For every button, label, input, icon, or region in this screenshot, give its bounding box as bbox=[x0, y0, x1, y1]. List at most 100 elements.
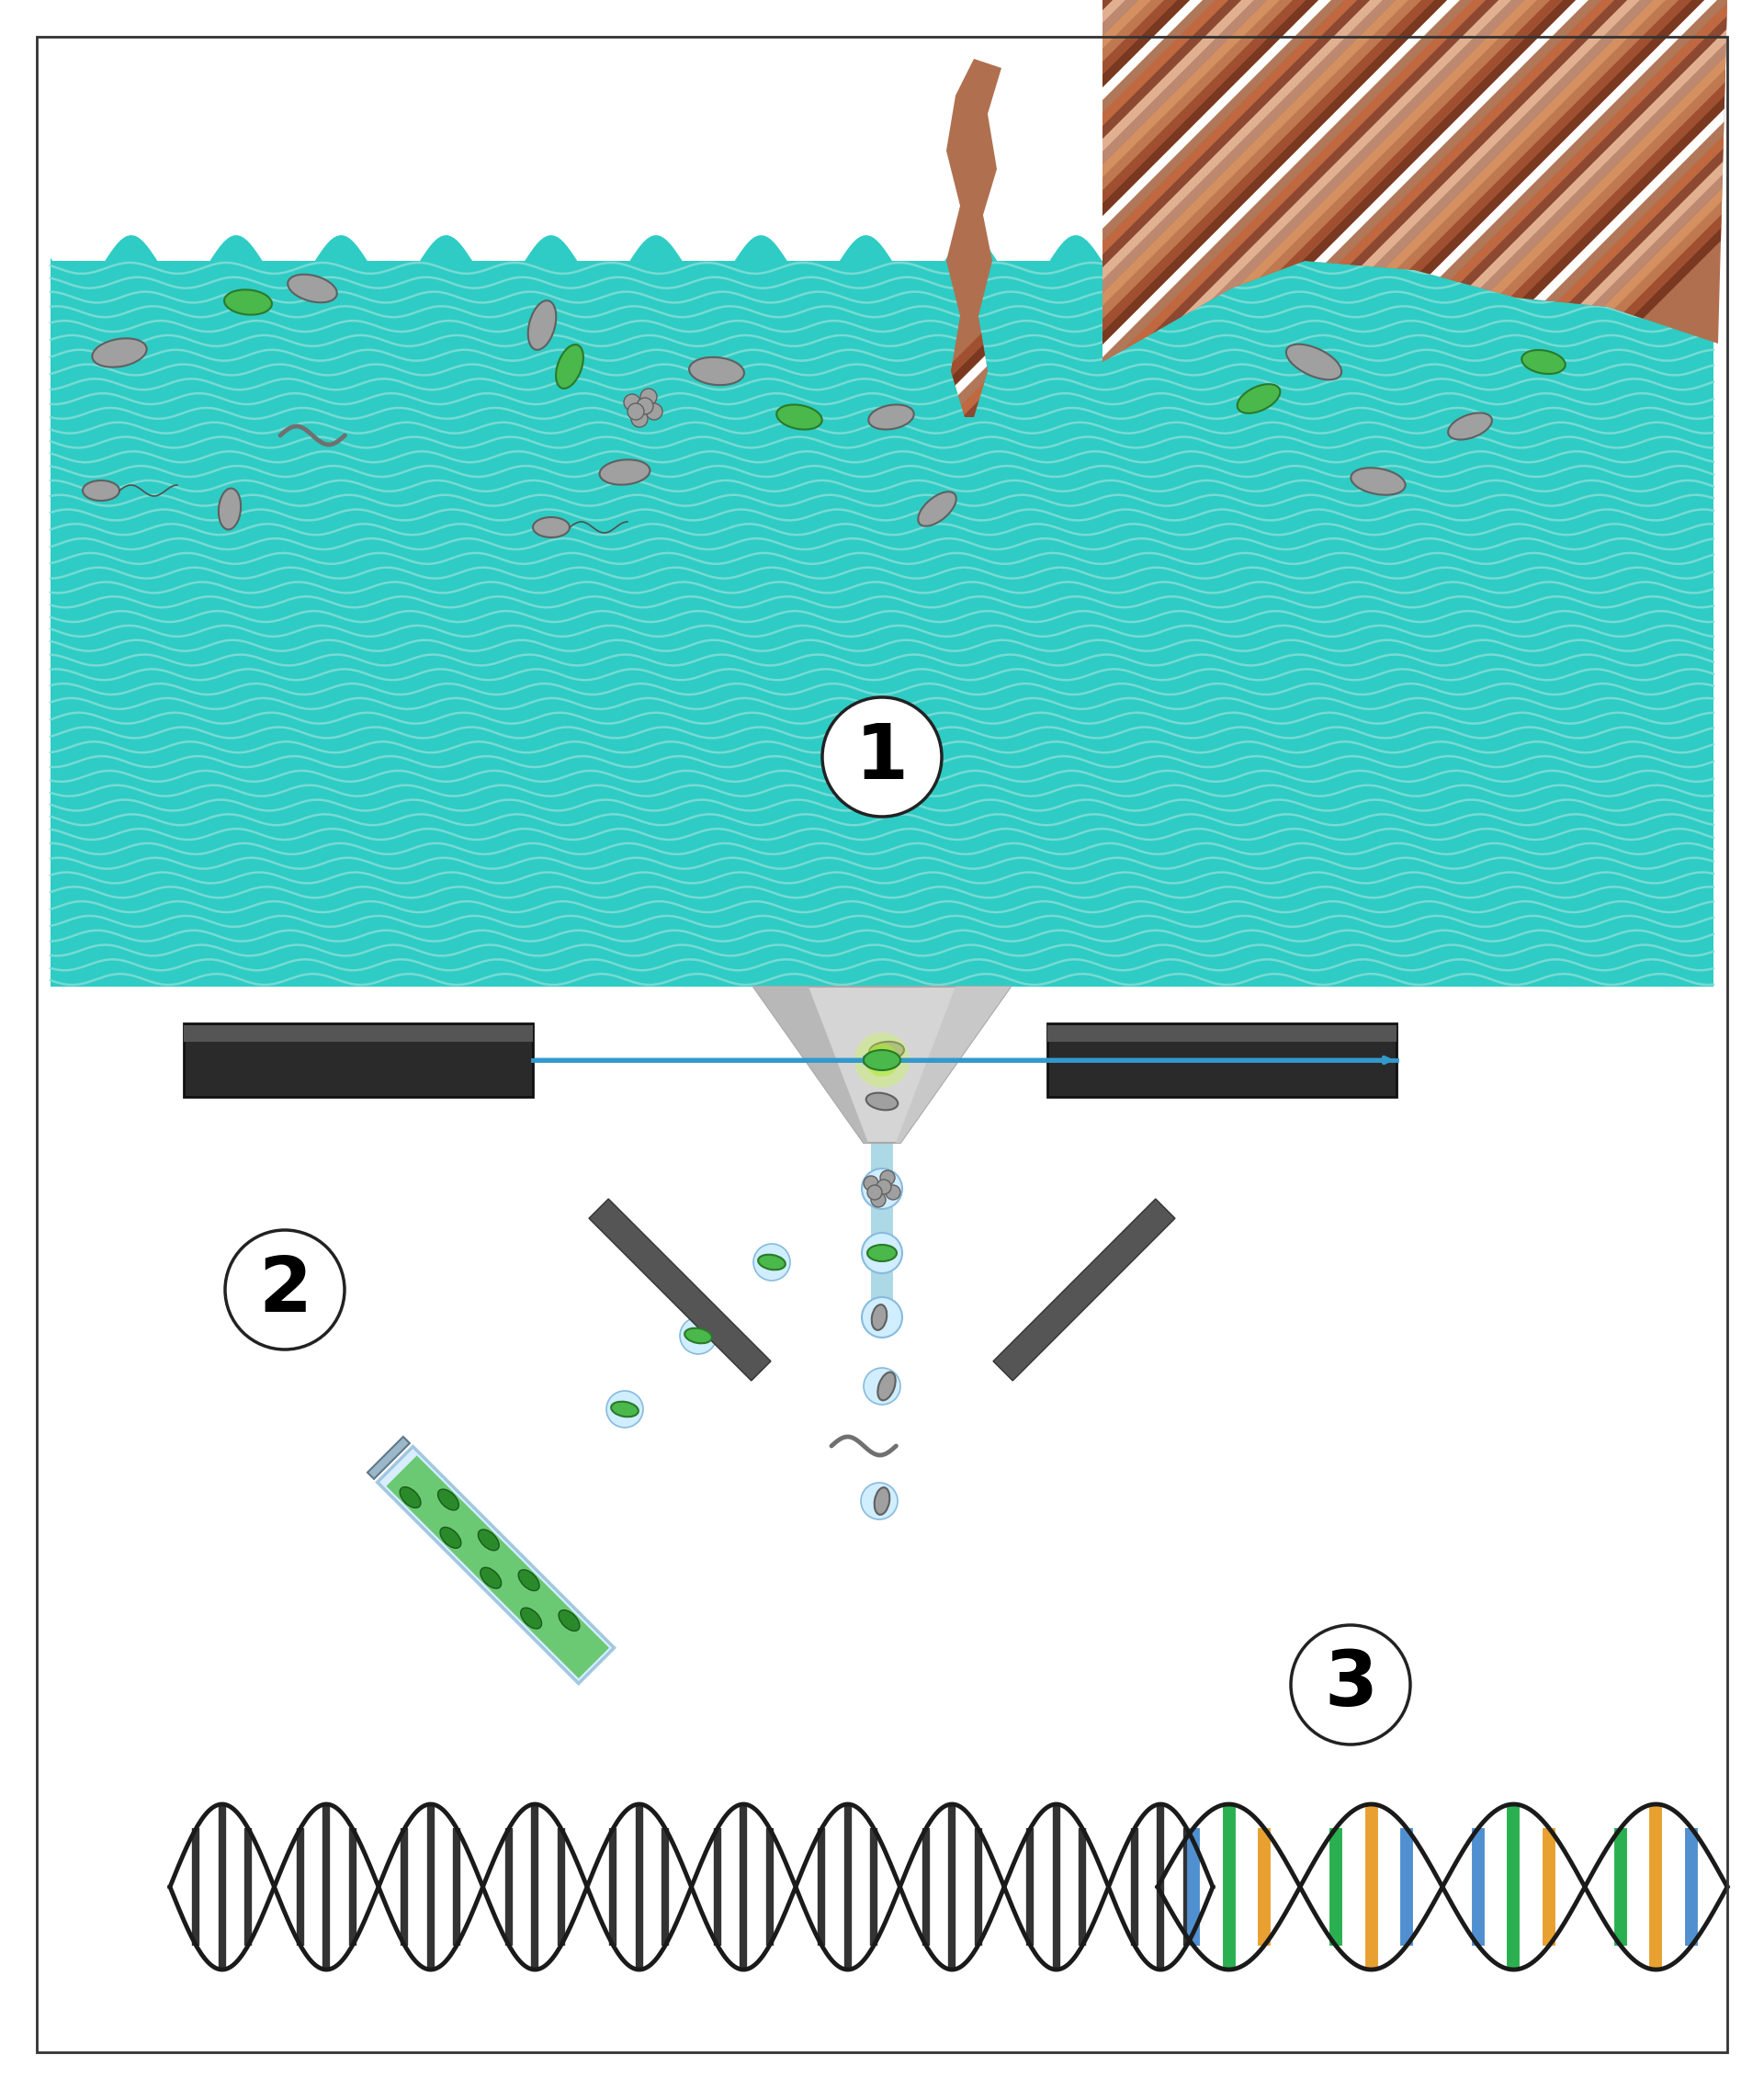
Polygon shape bbox=[900, 305, 1048, 466]
Ellipse shape bbox=[224, 290, 272, 315]
Polygon shape bbox=[1102, 0, 1727, 361]
Ellipse shape bbox=[1351, 468, 1406, 495]
Polygon shape bbox=[1057, 0, 1764, 121]
Polygon shape bbox=[1057, 98, 1764, 827]
Polygon shape bbox=[1057, 61, 1764, 790]
Polygon shape bbox=[1057, 0, 1764, 428]
Ellipse shape bbox=[520, 1609, 542, 1629]
Polygon shape bbox=[1057, 0, 1764, 81]
Ellipse shape bbox=[478, 1529, 499, 1550]
Circle shape bbox=[637, 397, 653, 414]
Polygon shape bbox=[1057, 8, 1764, 737]
Polygon shape bbox=[1057, 0, 1764, 443]
Circle shape bbox=[632, 412, 647, 426]
Circle shape bbox=[871, 1193, 886, 1207]
Circle shape bbox=[861, 1483, 898, 1519]
Ellipse shape bbox=[864, 1051, 900, 1070]
Ellipse shape bbox=[875, 1487, 889, 1515]
Polygon shape bbox=[1057, 46, 1764, 777]
Polygon shape bbox=[900, 345, 1048, 503]
Polygon shape bbox=[1057, 150, 1764, 879]
Polygon shape bbox=[1057, 86, 1764, 815]
Circle shape bbox=[863, 1297, 901, 1337]
Polygon shape bbox=[900, 280, 1048, 441]
Ellipse shape bbox=[439, 1527, 460, 1548]
Ellipse shape bbox=[759, 1255, 785, 1270]
Ellipse shape bbox=[519, 1569, 540, 1590]
Polygon shape bbox=[367, 1437, 409, 1479]
Polygon shape bbox=[1057, 0, 1764, 416]
Circle shape bbox=[646, 403, 663, 420]
Polygon shape bbox=[900, 577, 1048, 735]
Polygon shape bbox=[377, 1446, 614, 1684]
Circle shape bbox=[863, 1168, 901, 1210]
Circle shape bbox=[226, 1230, 344, 1349]
Polygon shape bbox=[1057, 0, 1764, 610]
Polygon shape bbox=[900, 769, 1048, 930]
Polygon shape bbox=[1057, 0, 1764, 378]
Polygon shape bbox=[1057, 0, 1764, 545]
Polygon shape bbox=[900, 472, 1048, 633]
Polygon shape bbox=[900, 744, 1048, 902]
Circle shape bbox=[628, 403, 644, 420]
Polygon shape bbox=[1057, 111, 1764, 840]
Ellipse shape bbox=[600, 460, 649, 485]
Polygon shape bbox=[1057, 0, 1764, 134]
Polygon shape bbox=[900, 602, 1048, 762]
Polygon shape bbox=[1057, 0, 1764, 455]
Bar bbox=[1048, 1024, 1397, 1097]
Polygon shape bbox=[1057, 0, 1764, 468]
Polygon shape bbox=[900, 794, 1048, 955]
Polygon shape bbox=[1057, 0, 1764, 700]
Polygon shape bbox=[1057, 0, 1764, 146]
Polygon shape bbox=[1057, 0, 1764, 583]
Polygon shape bbox=[1057, 0, 1764, 198]
Polygon shape bbox=[900, 499, 1048, 658]
Ellipse shape bbox=[776, 405, 822, 430]
Ellipse shape bbox=[868, 1245, 896, 1262]
Polygon shape bbox=[900, 512, 1048, 671]
Polygon shape bbox=[386, 1456, 609, 1677]
Polygon shape bbox=[900, 422, 1048, 581]
Polygon shape bbox=[1057, 0, 1764, 391]
Ellipse shape bbox=[219, 489, 242, 529]
Polygon shape bbox=[900, 357, 1048, 518]
Polygon shape bbox=[1057, 0, 1764, 725]
Ellipse shape bbox=[1286, 345, 1341, 380]
Circle shape bbox=[753, 1243, 790, 1281]
Ellipse shape bbox=[288, 274, 337, 303]
Polygon shape bbox=[1057, 0, 1764, 31]
Bar bbox=[183, 1026, 533, 1042]
Ellipse shape bbox=[92, 338, 146, 368]
Polygon shape bbox=[753, 986, 868, 1143]
Polygon shape bbox=[1057, 0, 1764, 288]
Polygon shape bbox=[1057, 0, 1764, 635]
Ellipse shape bbox=[878, 1372, 896, 1400]
Polygon shape bbox=[1057, 123, 1764, 854]
Polygon shape bbox=[900, 370, 1048, 531]
Polygon shape bbox=[1057, 73, 1764, 802]
Circle shape bbox=[822, 698, 942, 817]
Circle shape bbox=[863, 1233, 901, 1272]
Polygon shape bbox=[1057, 0, 1764, 313]
Polygon shape bbox=[1057, 0, 1764, 338]
Polygon shape bbox=[1057, 0, 1764, 660]
Ellipse shape bbox=[690, 357, 744, 384]
Polygon shape bbox=[1057, 0, 1764, 493]
Polygon shape bbox=[1057, 138, 1764, 867]
Text: 1: 1 bbox=[856, 721, 908, 794]
Polygon shape bbox=[1057, 0, 1764, 480]
Polygon shape bbox=[1057, 0, 1764, 506]
Polygon shape bbox=[900, 627, 1048, 788]
Circle shape bbox=[607, 1391, 644, 1427]
Polygon shape bbox=[1057, 0, 1764, 107]
Circle shape bbox=[854, 1032, 910, 1088]
Ellipse shape bbox=[527, 301, 556, 349]
Ellipse shape bbox=[533, 518, 570, 537]
Polygon shape bbox=[900, 537, 1048, 698]
Polygon shape bbox=[1057, 0, 1764, 712]
Polygon shape bbox=[1057, 0, 1764, 56]
Polygon shape bbox=[1057, 0, 1764, 261]
Polygon shape bbox=[900, 397, 1048, 556]
Circle shape bbox=[877, 1180, 891, 1195]
